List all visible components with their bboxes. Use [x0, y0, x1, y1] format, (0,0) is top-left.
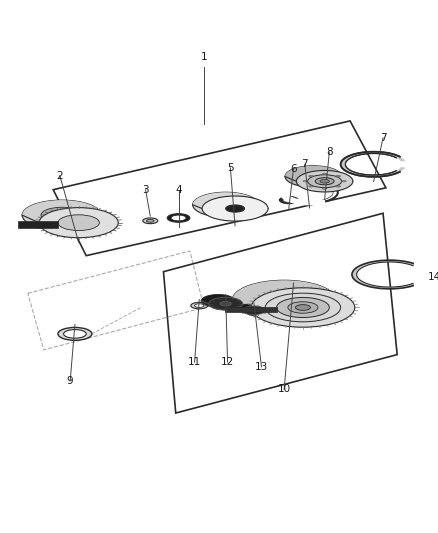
Ellipse shape	[209, 297, 243, 310]
Polygon shape	[225, 306, 276, 312]
Ellipse shape	[167, 214, 190, 222]
Ellipse shape	[39, 208, 118, 238]
Ellipse shape	[220, 302, 231, 306]
Text: 4: 4	[175, 185, 182, 195]
Ellipse shape	[22, 200, 101, 230]
Ellipse shape	[202, 196, 268, 221]
Text: 14: 14	[428, 272, 438, 282]
Polygon shape	[352, 260, 425, 289]
Ellipse shape	[41, 207, 82, 223]
Ellipse shape	[193, 192, 259, 217]
Ellipse shape	[320, 180, 329, 183]
Text: 7: 7	[301, 159, 308, 169]
Text: 7: 7	[380, 133, 386, 143]
Polygon shape	[201, 294, 243, 304]
Ellipse shape	[216, 201, 235, 208]
Text: 10: 10	[278, 384, 291, 394]
Ellipse shape	[251, 288, 355, 327]
Polygon shape	[18, 221, 58, 228]
Ellipse shape	[171, 215, 186, 221]
Ellipse shape	[309, 175, 313, 177]
Ellipse shape	[336, 185, 341, 187]
Ellipse shape	[315, 177, 334, 185]
Ellipse shape	[322, 173, 327, 175]
Ellipse shape	[226, 205, 244, 212]
Ellipse shape	[285, 166, 342, 187]
Ellipse shape	[303, 181, 308, 182]
Text: 12: 12	[221, 357, 234, 367]
Ellipse shape	[58, 215, 99, 231]
Ellipse shape	[201, 294, 235, 308]
Polygon shape	[285, 166, 353, 181]
Ellipse shape	[276, 297, 329, 318]
Ellipse shape	[243, 306, 265, 314]
Ellipse shape	[309, 185, 313, 187]
Text: 9: 9	[67, 376, 74, 386]
Ellipse shape	[336, 175, 341, 177]
Polygon shape	[341, 152, 406, 177]
Text: 2: 2	[57, 171, 63, 181]
Polygon shape	[232, 280, 355, 308]
Ellipse shape	[265, 293, 341, 322]
Text: 8: 8	[326, 147, 332, 157]
Ellipse shape	[297, 171, 353, 192]
Text: 6: 6	[290, 164, 297, 174]
Ellipse shape	[288, 302, 318, 313]
Ellipse shape	[147, 220, 154, 222]
Polygon shape	[58, 327, 92, 341]
Ellipse shape	[283, 198, 294, 202]
Polygon shape	[191, 302, 208, 309]
Ellipse shape	[342, 181, 346, 182]
Ellipse shape	[143, 218, 158, 224]
Text: 5: 5	[227, 163, 234, 173]
Text: 3: 3	[142, 185, 149, 195]
Ellipse shape	[237, 304, 260, 313]
Text: 13: 13	[255, 362, 268, 372]
Polygon shape	[22, 200, 118, 223]
Ellipse shape	[279, 197, 298, 204]
Ellipse shape	[295, 305, 311, 310]
Ellipse shape	[232, 280, 336, 320]
Text: 1: 1	[201, 52, 207, 62]
Ellipse shape	[307, 175, 342, 188]
Ellipse shape	[322, 188, 327, 189]
Polygon shape	[237, 304, 265, 310]
Polygon shape	[193, 192, 268, 208]
Text: 11: 11	[188, 357, 201, 367]
